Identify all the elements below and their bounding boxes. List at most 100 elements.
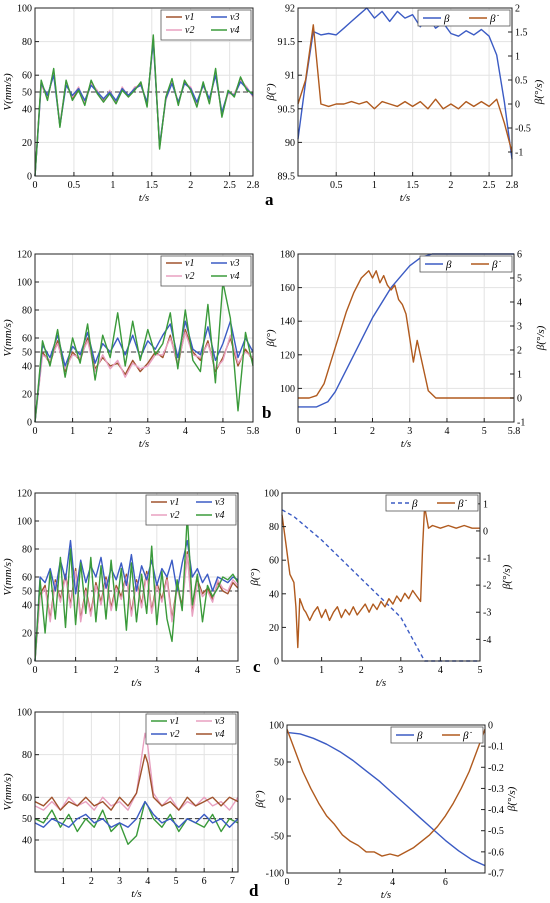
x-tick-label: 1 [372,180,377,191]
x-tick-label: 0 [33,665,38,676]
x-tick-label: 2.8 [247,180,260,191]
y-tick-label: 50 [22,587,32,598]
x-axis-label: t/s [381,889,391,901]
y-tick-label: 50 [22,88,32,99]
y-tick-label: 60 [269,556,279,567]
x-axis-label: t/s [131,677,141,689]
y2-tick-label: 0 [517,394,522,405]
y-tick-label: 80 [22,37,32,48]
series-line-β̇ [286,728,486,857]
y-tick-label: 100 [17,278,32,289]
x-tick-label: 1 [333,426,338,437]
x-axis-label: t/s [139,192,149,204]
legend-label: β̇ [489,13,499,25]
y-tick-label: 140 [280,317,295,328]
x-tick-label: 1.5 [406,180,419,191]
y-tick-label: 100 [17,708,32,719]
y-tick-label: 91 [285,71,295,82]
y-tick-label: 0 [27,657,32,668]
x-tick-label: 2 [188,180,193,191]
series-line-v4 [34,34,254,177]
y-tick-label: 60 [22,573,32,584]
x-tick-label: 5 [478,665,483,676]
y-axis-label: V(mm/s) [2,773,14,811]
x-tick-label: 5 [482,426,487,437]
x-tick-label: 2 [89,876,94,887]
y-tick-label: -50 [271,832,284,843]
y2-tick-label: 0 [488,721,493,732]
y2-tick-label: 3 [517,322,522,333]
chart-d-left: 1 2 3 4 5 6 7 40 50 60 80 100 t/s V(mm/s) v1 v3 v2 v4 [2,708,239,900]
y-tick-label: 40 [22,601,32,612]
x-tick-label: 4 [438,665,443,676]
plot-area [282,493,480,661]
x-tick-label: 2.5 [223,180,236,191]
y2-tick-label: -0.7 [488,869,504,880]
legend-label: v2 [185,25,194,36]
y2-tick-label: 1.5 [515,28,528,39]
x-tick-label: 4 [444,426,449,437]
y-tick-label: 100 [17,4,32,15]
y-tick-label: 20 [22,138,32,149]
y2-tick-label: -1 [515,148,523,159]
y2-tick-label: -0.6 [488,847,504,858]
legend-box [145,494,237,526]
y2-tick-label: -0.4 [488,805,504,816]
legend-box [385,494,479,512]
series-line-v4 [34,514,239,662]
legend-label: β [416,730,423,742]
series-line-β [297,7,513,160]
plot-area [298,8,512,176]
x-tick-label: 7 [230,876,235,887]
series-line-v2 [34,800,239,828]
y-tick-label: 50 [22,348,32,359]
series-line-v3 [34,539,239,662]
axes-frame [297,7,513,177]
y-tick-label: 0 [27,172,32,183]
x-axis-label: t/s [139,438,149,450]
x-tick-label: 1.5 [146,180,159,191]
legend-label: v3 [215,497,224,508]
x-tick-label: 4 [145,876,150,887]
y-tick-label: 20 [22,629,32,640]
x-axis-label: t/s [400,192,410,204]
y-axis-label: β(°) [254,790,266,809]
legend-label: v4 [230,25,239,36]
y2-tick-label: 4 [517,298,522,309]
axes-frame [34,711,239,873]
y-tick-label: 100 [269,721,284,732]
y2-tick-label: -0.5 [515,124,531,135]
chart-b-left: 0 1 2 3 4 5 5.8 0 20 40 50 60 80 100 120 t/s V(mm/s) v1 v3… [2,250,259,451]
y-tick-label: 40 [22,836,32,847]
x-tick-label: 0 [296,426,301,437]
y2-tick-label: -0.1 [488,742,504,753]
y-tick-label: 120 [280,350,295,361]
y2-tick-label: 1 [515,52,520,63]
legend-label: β [445,259,452,271]
y-tick-label: 91.5 [278,37,296,48]
panel-label-c: c [253,657,261,676]
legend-label: v2 [170,729,179,740]
y-tick-label: -100 [266,869,284,880]
plot-area [298,254,514,422]
legend-label: β [411,498,418,510]
y-tick-label: 80 [269,522,279,533]
x-tick-label: 3 [154,665,159,676]
panel-label-d: d [249,881,259,900]
legend-label: v1 [185,258,194,269]
x-tick-label: 4 [390,877,395,888]
y-tick-label: 92 [285,4,295,15]
legend-label: β̇ [462,730,472,742]
y2-tick-label: 1 [517,370,522,381]
legend-label: v3 [215,716,224,727]
y-tick-label: 50 [22,814,32,825]
x-tick-label: 0.5 [330,180,343,191]
x-tick-label: 2.5 [483,180,496,191]
y2-axis-label: β̇(°/s) [533,79,545,105]
chart-c-right: 1 2 3 4 5 0 20 40 60 80 100 -4 -3 -2 -1 0 1 t/s β(°) β̇(°/s… [249,489,513,690]
panel-label-b: b [262,403,271,422]
y2-tick-label: 0.5 [515,76,528,87]
y2-axis-label: β̇(°/s) [506,786,518,812]
